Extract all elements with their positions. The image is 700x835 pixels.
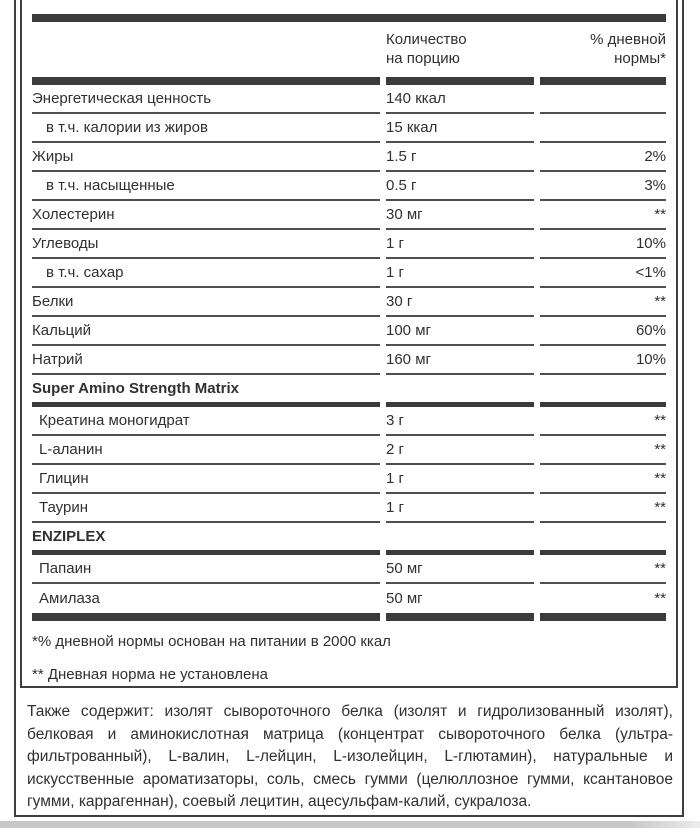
- nutrient-amount: 15 ккал: [386, 114, 534, 143]
- header-bottom-bar: [32, 77, 666, 85]
- nutrient-amount: 1 г: [386, 230, 534, 259]
- nutrient-daily-value: **: [540, 465, 666, 494]
- table-row: Папаин 50 мг **: [32, 555, 666, 584]
- nutrient-daily-value: **: [540, 555, 666, 584]
- header-daily-value: % дневной нормы*: [590, 31, 666, 67]
- section-divider-bar: [32, 402, 666, 407]
- nutrient-daily-value: 60%: [540, 317, 666, 346]
- nutrient-label: в т.ч. калории из жиров: [32, 114, 380, 143]
- nutrient-daily-value: 2%: [540, 143, 666, 172]
- table-row: Энергетическая ценность 140 ккал: [32, 85, 666, 114]
- nutrient-amount: 1 г: [386, 494, 534, 523]
- nutrient-label: Жиры: [32, 143, 380, 172]
- table-row: Белки 30 г **: [32, 288, 666, 317]
- nutrient-label: Глицин: [32, 465, 380, 494]
- table-row: Глицин 1 г **: [32, 465, 666, 494]
- nutrient-amount: 1.5 г: [386, 143, 534, 172]
- table-row: Жиры 1.5 г 2%: [32, 143, 666, 172]
- nutrient-daily-value: **: [540, 201, 666, 230]
- nutrient-amount: 1 г: [386, 465, 534, 494]
- nutrition-table-box: Количество на порцию % дневной нормы* Эн…: [20, 0, 678, 688]
- nutrient-daily-value: **: [540, 494, 666, 523]
- footnote-daily-value: *% дневной нормы основан на питании в 20…: [32, 633, 391, 650]
- table-row: Холестерин 30 мг **: [32, 201, 666, 230]
- nutrient-amount: 2 г: [386, 436, 534, 465]
- nutrient-label: в т.ч. сахар: [32, 259, 380, 288]
- nutrient-daily-value: **: [654, 590, 666, 607]
- nutrient-label: Белки: [32, 288, 380, 317]
- table-row: в т.ч. насыщенные 0.5 г 3%: [32, 172, 666, 201]
- table-row: в т.ч. сахар 1 г <1%: [32, 259, 666, 288]
- nutrient-label: Папаин: [32, 555, 380, 584]
- table-row: Креатина моногидрат 3 г **: [32, 407, 666, 436]
- table-row: Кальций 100 мг 60%: [32, 317, 666, 346]
- bottom-gray-strip: [0, 821, 700, 828]
- nutrient-label: L-аланин: [32, 436, 380, 465]
- table-row: L-аланин 2 г **: [32, 436, 666, 465]
- nutrient-daily-value: **: [540, 288, 666, 317]
- table-bottom-bar: [32, 613, 666, 621]
- nutrient-daily-value: 10%: [540, 346, 666, 375]
- nutrient-label: Кальций: [32, 317, 380, 346]
- nutrient-label: Холестерин: [32, 201, 380, 230]
- nutrient-amount: 160 мг: [386, 346, 534, 375]
- nutrient-amount: 100 мг: [386, 317, 534, 346]
- table-row: Таурин 1 г **: [32, 494, 666, 523]
- nutrient-amount: 50 мг: [386, 590, 423, 607]
- nutrient-amount: 3 г: [386, 407, 534, 436]
- nutrient-label: Таурин: [32, 494, 380, 523]
- nutrient-daily-value: 10%: [540, 230, 666, 259]
- table-row: Натрий 160 мг 10%: [32, 346, 666, 375]
- nutrient-label: Углеводы: [32, 230, 380, 259]
- nutrient-amount: 50 мг: [386, 555, 534, 584]
- nutrient-amount: 140 ккал: [386, 85, 534, 114]
- table-row: Амилаза 50 мг **: [32, 584, 666, 613]
- section-divider-bar: [32, 550, 666, 555]
- table-row: Углеводы 1 г 10%: [32, 230, 666, 259]
- ingredients-paragraph: Также содержит: изолят сывороточного бел…: [27, 703, 673, 810]
- nutrient-label: в т.ч. насыщенные: [32, 172, 380, 201]
- table-row: в т.ч. калории из жиров 15 ккал: [32, 114, 666, 143]
- nutrient-label: Амилаза: [39, 590, 100, 607]
- nutrient-label: Креатина моногидрат: [32, 407, 380, 436]
- header-amount-per-serving: Количество на порцию: [386, 31, 467, 67]
- nutrient-amount: 30 г: [386, 288, 534, 317]
- nutrient-label: Натрий: [32, 346, 380, 375]
- nutrient-daily-value: [540, 114, 666, 143]
- footnotes: *% дневной нормы основан на питании в 20…: [32, 633, 666, 683]
- nutrient-daily-value: 3%: [540, 172, 666, 201]
- nutrient-daily-value: <1%: [540, 259, 666, 288]
- nutrient-daily-value: **: [540, 407, 666, 436]
- footnote-not-established: ** Дневная норма не установлена: [32, 666, 268, 683]
- nutrient-amount: 1 г: [386, 259, 534, 288]
- nutrient-daily-value: [540, 85, 666, 114]
- nutrient-daily-value: **: [540, 436, 666, 465]
- nutrient-amount: 30 мг: [386, 201, 534, 230]
- nutrient-label: Энергетическая ценность: [32, 85, 380, 114]
- nutrient-amount: 0.5 г: [386, 172, 534, 201]
- section-header: Super Amino Strength Matrix: [32, 380, 239, 397]
- section-header: ENZIPLEX: [32, 528, 106, 545]
- table-header-row: Количество на порцию % дневной нормы*: [32, 22, 666, 77]
- table-rows: Энергетическая ценность 140 ккал в т.ч. ка…: [32, 85, 666, 621]
- table-top-bar: [32, 14, 666, 22]
